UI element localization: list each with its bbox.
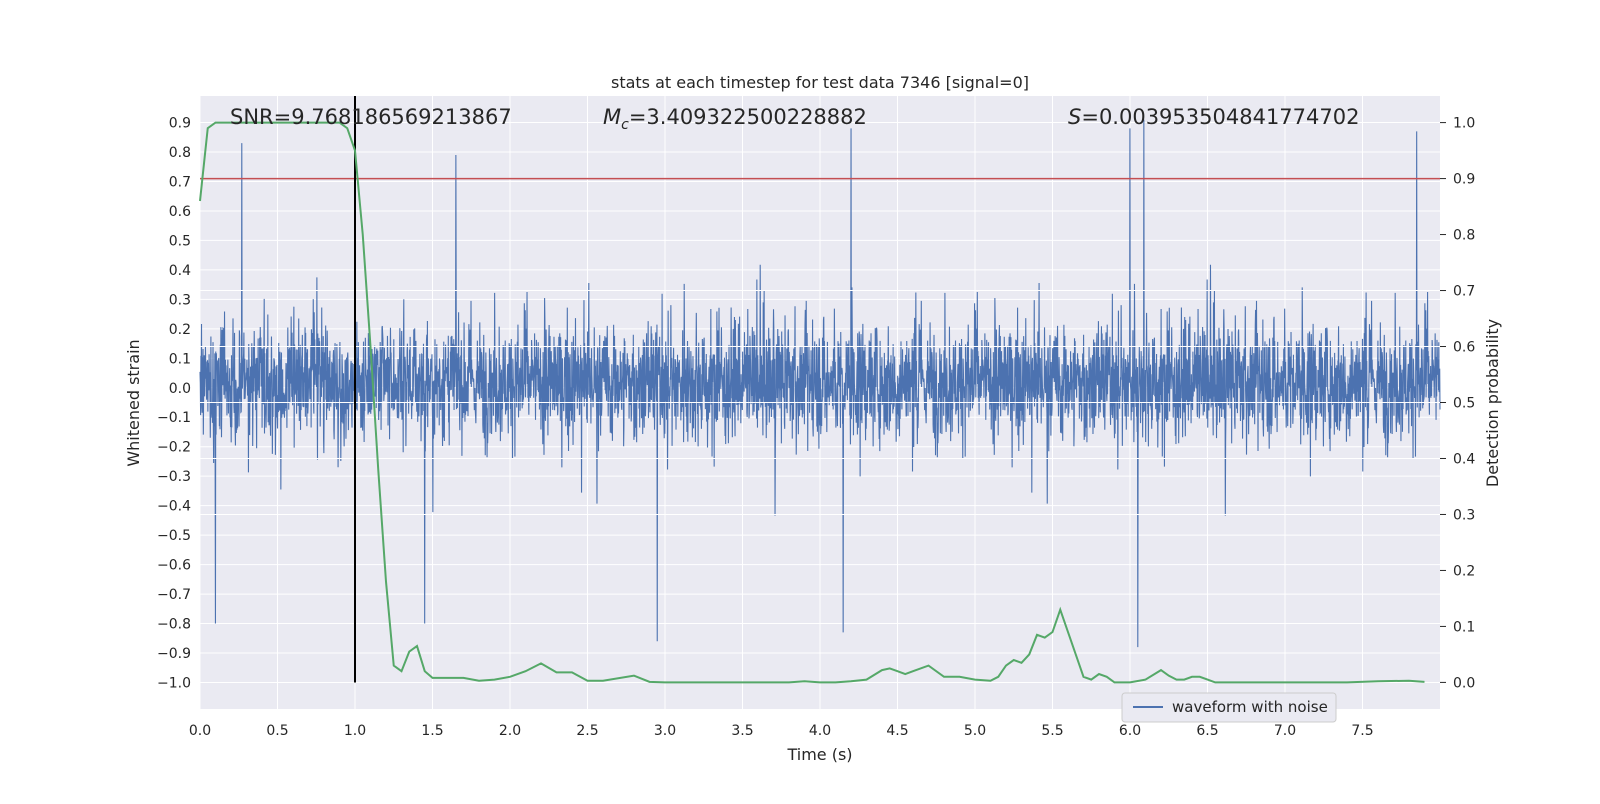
y-tick-label: 0.4 bbox=[169, 263, 191, 279]
x-tick-label: 5.0 bbox=[964, 723, 986, 739]
y-tick-label: −0.2 bbox=[157, 440, 191, 456]
y-tick-label: 0.9 bbox=[169, 116, 191, 132]
y-tick-label: 0.0 bbox=[169, 381, 191, 397]
x-tick-label: 3.5 bbox=[731, 723, 753, 739]
y-tick-label: −0.4 bbox=[157, 499, 191, 515]
s-value: =0.003953504841774702 bbox=[1081, 105, 1359, 129]
y2-tick-label: 0.4 bbox=[1453, 451, 1475, 467]
y2-tick-label: 0.9 bbox=[1453, 172, 1475, 188]
y-tick-label: −0.6 bbox=[157, 558, 191, 574]
y-tick-label: 0.7 bbox=[169, 174, 191, 190]
chart-title: stats at each timestep for test data 734… bbox=[611, 73, 1029, 92]
mc-annotation: Mc=3.409322500228882 bbox=[603, 105, 867, 133]
legend: waveform with noise bbox=[1121, 692, 1337, 723]
y2-tick-label: 0.1 bbox=[1453, 619, 1475, 635]
y-tick-label: −0.9 bbox=[157, 646, 191, 662]
x-tick-label: 7.0 bbox=[1274, 723, 1296, 739]
legend-box bbox=[1121, 692, 1337, 723]
y2-tick-label: 0.2 bbox=[1453, 563, 1475, 579]
y2-axis-ticks: 1.0 0.9 0.8 0.7 0.6 0.5 0.4 0.3 0.2 0.1 0.0 bbox=[1440, 116, 1475, 691]
y-tick-label: −0.7 bbox=[157, 587, 191, 603]
x-tick-label: 7.5 bbox=[1351, 723, 1373, 739]
x-tick-label: 5.5 bbox=[1041, 723, 1063, 739]
y-tick-label: 0.1 bbox=[169, 351, 191, 367]
y-tick-label: 0.3 bbox=[169, 292, 191, 308]
y-tick-label: −0.8 bbox=[157, 617, 191, 633]
x-tick-label: 6.0 bbox=[1119, 723, 1141, 739]
x-tick-label: 1.0 bbox=[344, 723, 366, 739]
x-tick-label: 6.5 bbox=[1196, 723, 1218, 739]
s-annotation: S=0.003953504841774702 bbox=[1068, 105, 1359, 129]
waveform-series bbox=[199, 119, 1441, 648]
y-tick-label: 0.2 bbox=[169, 322, 191, 338]
mc-symbol: M bbox=[603, 105, 621, 129]
x-axis-ticks: 0.0 0.5 1.0 1.5 2.0 2.5 3.0 3.5 4.0 4.5 5.0 5.5 6.0 6… bbox=[189, 723, 1374, 739]
s-symbol: S bbox=[1068, 105, 1081, 129]
y-axis-ticks: 0.9 0.8 0.7 0.6 0.5 0.4 0.3 0.2 0.1 0.0 −0.1 −0.2 −0… bbox=[157, 116, 191, 692]
x-tick-label: 0.0 bbox=[189, 723, 211, 739]
x-tick-label: 2.5 bbox=[576, 723, 598, 739]
overlay-lines bbox=[199, 96, 1440, 684]
y-tick-label: 0.5 bbox=[169, 233, 191, 249]
x-tick-label: 4.0 bbox=[809, 723, 831, 739]
y-axis-label: Whitened strain bbox=[124, 339, 143, 466]
y2-tick-label: 0.5 bbox=[1453, 396, 1475, 412]
y-tick-label: −0.3 bbox=[157, 469, 191, 485]
y-tick-label: −0.5 bbox=[157, 528, 191, 544]
y-tick-label: −0.1 bbox=[157, 410, 191, 426]
y2-tick-label: 0.8 bbox=[1453, 228, 1475, 244]
snr-annotation: SNR=9.768186569213867 bbox=[230, 105, 512, 129]
x-tick-label: 4.5 bbox=[886, 723, 908, 739]
y2-tick-label: 0.0 bbox=[1453, 675, 1475, 691]
x-tick-label: 3.0 bbox=[654, 723, 676, 739]
x-tick-label: 1.5 bbox=[421, 723, 443, 739]
y2-tick-label: 0.3 bbox=[1453, 507, 1475, 523]
mc-value: =3.409322500228882 bbox=[629, 105, 867, 129]
y2-tick-label: 0.6 bbox=[1453, 340, 1475, 356]
y2-axis-label: Detection probability bbox=[1483, 319, 1502, 487]
detection-probability-line bbox=[199, 121, 1425, 684]
mc-subscript: c bbox=[621, 117, 629, 133]
legend-label-waveform: waveform with noise bbox=[1172, 698, 1328, 716]
y2-tick-label: 0.7 bbox=[1453, 284, 1475, 300]
y-tick-label: 0.8 bbox=[169, 145, 191, 161]
y-tick-label: 0.6 bbox=[169, 204, 191, 220]
y-tick-label: −1.0 bbox=[157, 675, 191, 691]
x-tick-label: 0.5 bbox=[266, 723, 288, 739]
x-axis-label: Time (s) bbox=[786, 745, 852, 764]
x-tick-label: 2.0 bbox=[499, 723, 521, 739]
waveform-line bbox=[199, 119, 1441, 648]
y2-tick-label: 1.0 bbox=[1453, 116, 1475, 132]
